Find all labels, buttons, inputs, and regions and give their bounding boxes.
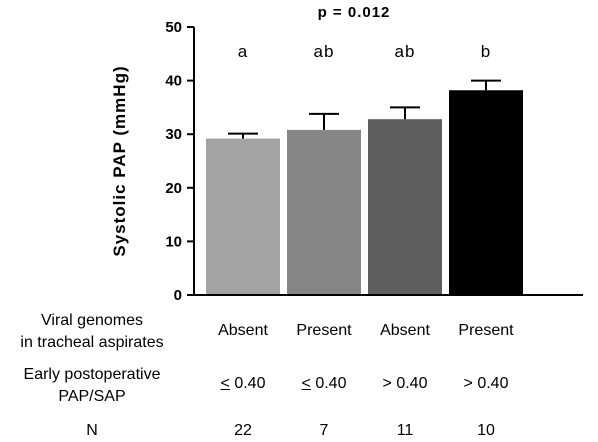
bar-4 — [449, 90, 523, 295]
y-tick-label-20: 20 — [165, 180, 182, 197]
table-cell: 22 — [193, 422, 293, 440]
table-cell: Present — [436, 322, 536, 340]
cell-text: 7 — [319, 422, 329, 439]
significance-letter-1: a — [238, 42, 248, 61]
cell-text: Absent — [380, 322, 430, 339]
y-tick-label-40: 40 — [165, 73, 182, 90]
bar-2 — [287, 129, 361, 295]
table-cell: > 0.40 — [436, 375, 536, 393]
y-tick-label-50: 50 — [165, 19, 182, 36]
y-tick-label-30: 30 — [165, 126, 182, 143]
row-label-2: Early postoperative PAP/SAP — [0, 364, 184, 408]
cell-text: > 0.40 — [463, 375, 509, 392]
less-or-equal-symbol: < — [301, 375, 311, 392]
table-cell: Present — [274, 322, 374, 340]
table-cell: Absent — [355, 322, 455, 340]
cell-text: 22 — [234, 422, 252, 439]
significance-letter-2: ab — [314, 42, 335, 61]
chart-title: p = 0.012 — [318, 4, 391, 21]
row-label-3: N — [0, 420, 184, 442]
y-axis-label: Systolic PAP (mmHg) — [110, 65, 129, 256]
y-tick-label-0: 0 — [174, 287, 182, 300]
bar-1 — [206, 138, 280, 295]
cell-text: 0.40 — [229, 375, 266, 392]
cell-text: 11 — [396, 422, 414, 439]
less-or-equal-symbol: < — [220, 375, 230, 392]
cell-text: 10 — [477, 422, 495, 439]
row-label-line: N — [86, 422, 98, 439]
bar-chart: p = 0.012 Systolic PAP (mmHg) a ab ab b 0 10 20 3… — [110, 4, 583, 300]
table-cell: 11 — [355, 422, 455, 440]
row-label-line: Viral genomes — [41, 312, 143, 329]
row-label-line: in tracheal aspirates — [20, 334, 164, 351]
significance-letter-4: b — [481, 42, 491, 61]
table-cell: < 0.40 — [274, 375, 374, 393]
table-cell: 10 — [436, 422, 536, 440]
row-label-1: Viral genomes in tracheal aspirates — [0, 310, 184, 354]
cell-text: Present — [296, 322, 352, 339]
significance-letter-3: ab — [395, 42, 416, 61]
cell-text: Present — [458, 322, 514, 339]
row-label-line: PAP/SAP — [58, 388, 126, 405]
cell-text: 0.40 — [310, 375, 347, 392]
plot-area: p = 0.012 Systolic PAP (mmHg) a ab ab b 0 10 20 3… — [110, 4, 583, 300]
cell-text: Absent — [218, 322, 268, 339]
table-cell: Absent — [193, 322, 293, 340]
table-cell: > 0.40 — [355, 375, 455, 393]
bar-3 — [368, 119, 442, 295]
table-cell: < 0.40 — [193, 375, 293, 393]
y-tick-label-10: 10 — [165, 233, 182, 250]
row-label-line: Early postoperative — [23, 366, 161, 383]
table-cell: 7 — [274, 422, 374, 440]
cell-text: > 0.40 — [382, 375, 428, 392]
